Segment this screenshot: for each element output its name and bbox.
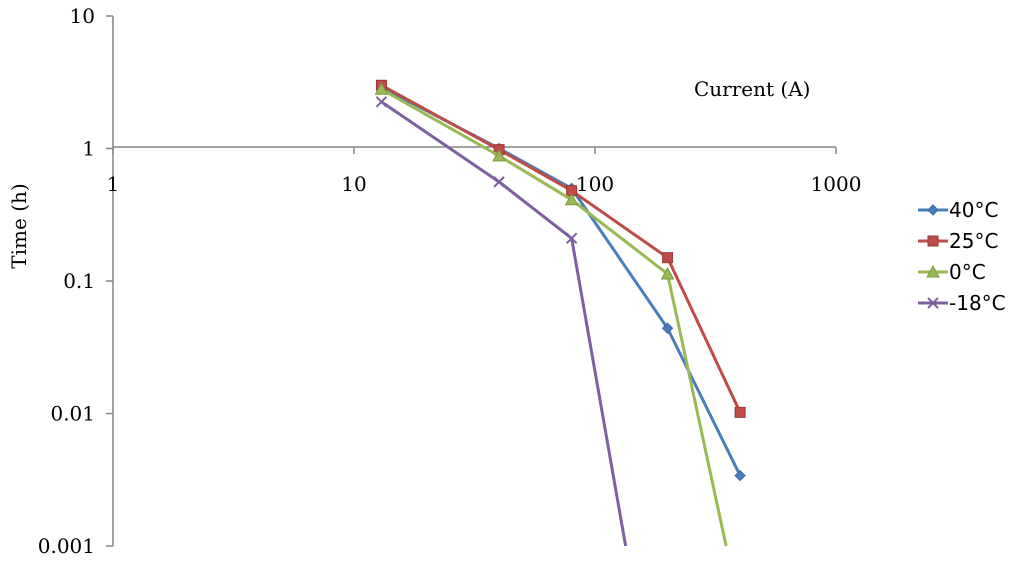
series-line (380, 87, 728, 547)
legend-marker (927, 297, 939, 309)
legend-marker (926, 264, 940, 278)
x-tick-label: 10 (341, 172, 366, 196)
data-point (661, 322, 674, 334)
x-tick-label: 1000 (811, 172, 862, 196)
legend-label: 0°C (949, 260, 986, 284)
data-point (493, 176, 505, 188)
series-2 (374, 82, 728, 547)
legend-item: -18°C (918, 291, 1006, 315)
legend-item: 0°C (918, 260, 986, 284)
data-point (565, 232, 578, 245)
series-0 (375, 81, 746, 482)
series-line (380, 100, 628, 547)
series-line (380, 85, 742, 477)
series-1 (375, 79, 746, 418)
legend-label: 25°C (949, 229, 998, 253)
y-axis-title: Time (h) (7, 183, 31, 268)
data-point (734, 469, 746, 482)
axes: 10 1 0.1 0.01 0.001 1 10 100 1000 (38, 4, 862, 558)
y-tick-label: 10 (70, 4, 95, 28)
data-point (375, 96, 388, 108)
y-tick-label: 1 (82, 137, 95, 161)
y-tick-label: 0.01 (50, 402, 95, 426)
data-point (564, 192, 579, 206)
x-axis-title: Current (A) (694, 77, 810, 101)
legend-item: 40°C (918, 198, 998, 222)
data-point (662, 252, 674, 264)
legend: 40°C 25°C 0°C -18°C (918, 198, 1006, 315)
data-point (660, 266, 675, 280)
y-tick-label: 0.001 (38, 534, 95, 558)
legend-item: 25°C (918, 229, 998, 253)
series-layer (374, 79, 746, 547)
legend-label: -18°C (949, 291, 1006, 315)
data-point (734, 406, 746, 418)
series-3 (375, 96, 628, 547)
x-tick-label: 1 (107, 172, 120, 196)
y-tick-label: 0.1 (63, 269, 95, 293)
legend-marker (927, 204, 939, 216)
data-point (492, 148, 506, 162)
legend-marker (927, 235, 939, 247)
legend-label: 40°C (949, 198, 998, 222)
x-tick-label: 100 (576, 172, 614, 196)
data-point (374, 82, 389, 95)
